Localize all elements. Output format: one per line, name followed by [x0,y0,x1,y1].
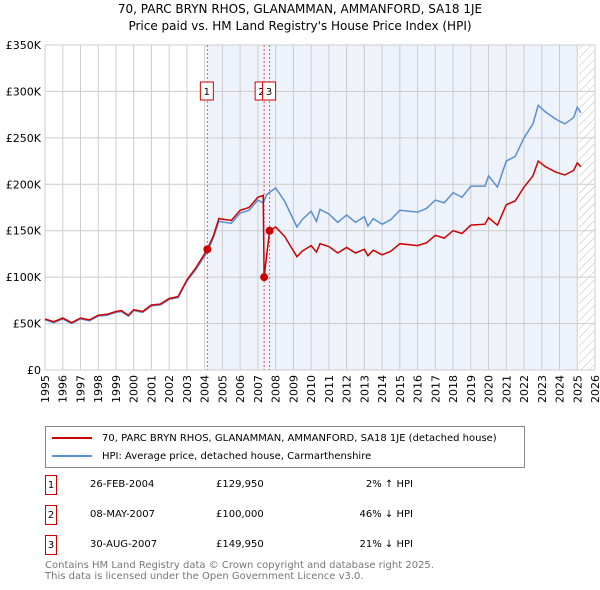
x-tick-label: 2001 [145,375,158,403]
x-tick-label: 2010 [305,375,318,403]
x-tick-label: 2019 [465,375,478,403]
x-tick-label: 2017 [429,375,442,403]
x-tick-label: 1996 [57,375,70,403]
sale-price: £129,950 [216,479,264,490]
plot-area: 1995 1996 1997 1998 1999 2000 2001 2002 2003 2004… [6,39,600,403]
x-tick-label: 2025 [571,375,584,403]
y-tick-label: £0 [27,364,41,377]
sale-marker-label: 3 [266,87,272,98]
x-tick-label: 2020 [483,375,496,403]
legend-property-label: 70, PARC BRYN RHOS, GLANAMMAN, AMMANFORD… [102,432,497,444]
x-tick-label: 2003 [181,375,194,403]
x-tick-label: 2007 [252,375,265,403]
x-tick-label: 2011 [323,375,336,403]
sale-marker-badge: 3 [45,535,57,555]
sale-marker-box [262,81,277,101]
y-tick-label: £250K [6,132,42,145]
sale-marker-label: 1 [204,87,210,98]
plot-frame [44,44,596,371]
legend-hpi-label: HPI: Average price, detached house, Carm… [102,450,372,462]
x-tick-label: 2002 [163,375,176,403]
x-tick-label: 2006 [234,375,247,403]
x-tick-label: 2012 [341,375,354,403]
y-tick-label: £150K [6,225,42,238]
sale-date: 30-AUG-2007 [90,539,158,550]
property-line [44,159,582,324]
sale-date: 26-FEB-2004 [90,479,155,490]
forecast-hatch [579,45,595,370]
y-tick-label: £300K [6,85,42,98]
y-tick-label: £100K [6,271,42,284]
sale-marker-badge: 2 [45,505,57,525]
chart-subtitle: Price paid vs. HM Land Registry's House … [128,19,472,33]
x-tick-label: 2005 [216,375,229,403]
sale-price: £149,950 [216,539,264,550]
sale-point [265,226,274,235]
x-tick-label: 2004 [199,375,212,403]
y-tick-label: £50K [13,318,42,331]
sale-date: 08-MAY-2007 [90,509,156,520]
sale-row: 2 08-MAY-2007 £100,000 46% ↓ HPI [45,505,600,527]
legend: 70, PARC BRYN RHOS, GLANAMMAN, AMMANFORD… [45,426,525,468]
sale-price: £100,000 [216,509,264,520]
x-tick-label: 2009 [287,375,300,403]
x-tick-label: 2013 [358,375,371,403]
x-tick-label: 1999 [110,375,123,403]
sale-hpi-diff: 2% ↑ HPI [365,479,413,490]
x-tick-label: 2022 [518,375,531,403]
sale-hpi-diff: 46% ↓ HPI [359,509,413,520]
x-tick-label: 1997 [74,375,87,403]
x-tick-label: 2014 [376,375,389,403]
sale-marker-box [199,81,214,101]
footer-line: This data is licensed under the Open Gov… [45,571,364,582]
x-tick-label: 2026 [589,375,600,403]
sale-marker-label: 2 [258,87,264,98]
legend-hpi-swatch [52,455,92,457]
x-tick-label: 2016 [412,375,425,403]
sale-point [203,245,212,254]
footer: Contains HM Land Registry data © Crown c… [45,560,434,582]
x-tick-label: 2015 [394,375,407,403]
x-tick-label: 2018 [447,375,460,403]
sale-row: 1 26-FEB-2004 £129,950 2% ↑ HPI [45,475,600,497]
x-tick-label: 2000 [128,375,141,403]
sale-row: 3 30-AUG-2007 £149,950 21% ↓ HPI [45,535,600,557]
x-tick-label: 1998 [92,375,105,403]
x-tick-label: 2021 [500,375,513,403]
sale-point [260,273,269,282]
footer-line: Contains HM Land Registry data © Crown c… [45,560,434,571]
chart-title: 70, PARC BRYN RHOS, GLANAMMAN, AMMANFORD… [117,2,483,16]
x-tick-label: 2024 [554,375,567,403]
x-tick-label: 2008 [270,375,283,403]
y-tick-label: £200K [6,178,42,191]
sale-marker-badge: 1 [45,475,57,495]
x-tick-label: 2023 [536,375,549,403]
y-tick-label: £350K [6,39,42,52]
sale-hpi-diff: 21% ↓ HPI [359,539,413,550]
x-tick-label: 1995 [39,375,52,403]
legend-property-swatch [52,437,92,439]
